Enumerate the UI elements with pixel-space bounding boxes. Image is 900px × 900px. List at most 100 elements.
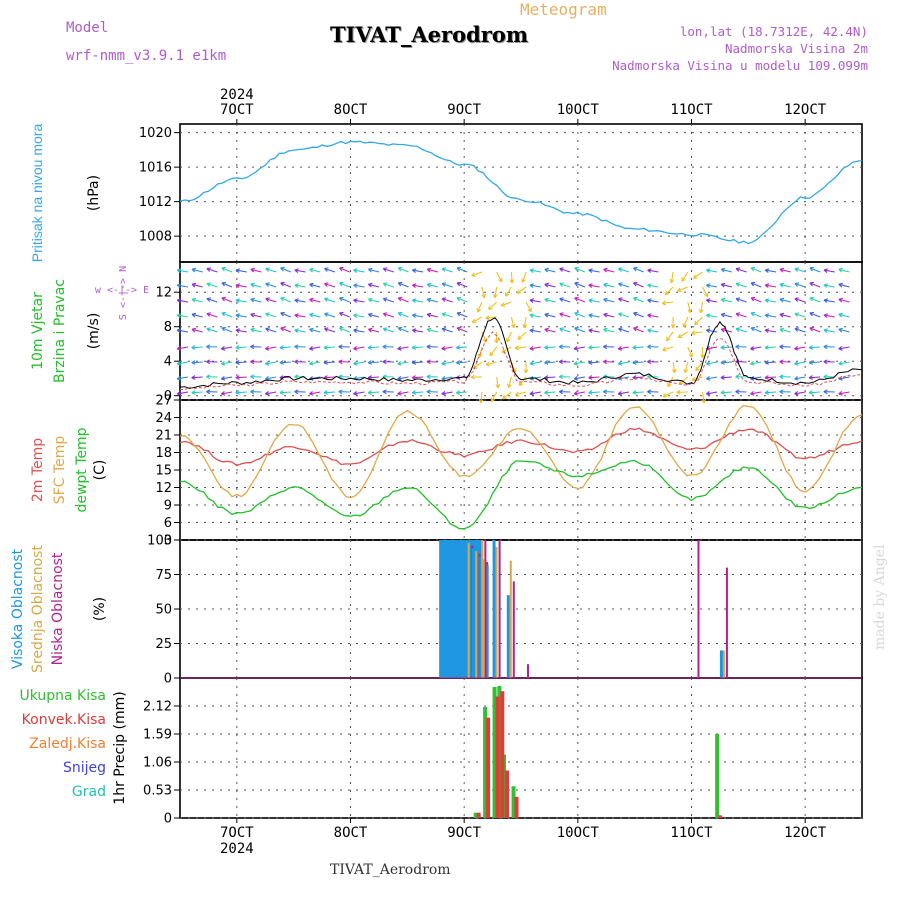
wind-arrow-head (426, 313, 431, 318)
wind-arrow-head (647, 299, 652, 304)
wind-arrow-head (265, 313, 269, 317)
wind-arrow-head (309, 313, 313, 318)
wind-arrow-head (706, 390, 710, 395)
wind-arrow-head (661, 302, 667, 306)
wind-arrow-head (456, 390, 460, 394)
wind-arrow-head (338, 344, 343, 348)
wind-arrow-head (323, 392, 328, 395)
wind-arrow-head (588, 390, 593, 394)
wind-arrow (250, 298, 262, 303)
wind-arrow (294, 299, 306, 303)
wind-arrow (504, 286, 512, 297)
wind-arrow-head (471, 272, 475, 277)
cloud-bar-high-block (449, 540, 453, 678)
wind-arrow-head (507, 383, 510, 388)
wind-arrow-head (558, 376, 563, 380)
wind-arrow (588, 314, 600, 318)
wind-arrow (383, 313, 394, 318)
wind-arrow (632, 346, 644, 349)
wind-arrow-head (529, 329, 534, 334)
wind-arrow (838, 268, 850, 273)
wind-arrow-head (501, 348, 505, 353)
ytick-label-clouds: 100 (147, 534, 172, 549)
wind-arrow-head (250, 344, 255, 348)
wind-arrow-head (794, 312, 799, 315)
panel-frame-clouds (179, 539, 863, 679)
wind-arrow-head (489, 351, 492, 356)
wind-arrow-head (368, 267, 373, 270)
bottom-day-label: 7OCT (220, 825, 254, 841)
wind-arrow-head (721, 327, 726, 330)
wind-arrow-head (676, 389, 681, 393)
wind-arrow-head (456, 282, 461, 287)
wind-arrow-head (588, 375, 593, 379)
panel-frame-precip (179, 677, 863, 819)
wind-arrow (823, 284, 835, 288)
wind-arrow (221, 297, 233, 303)
precip-bar-0 (492, 686, 497, 818)
wind-arrow (294, 269, 306, 273)
wind-arrow-head (220, 345, 225, 350)
wind-arrow (823, 269, 835, 273)
wind-arrow-head (721, 312, 726, 315)
wind-arrow-head (309, 375, 313, 380)
model-altitude-info: Nadmorska Visina u modelu 109.099m (612, 58, 868, 73)
wind-arrow-head (250, 391, 255, 395)
wind-arrow-head (411, 360, 416, 364)
wind-arrow-head (426, 361, 431, 365)
precip-bar-1 (486, 717, 491, 818)
wind-arrow-head (265, 390, 269, 395)
wind-arrow (529, 284, 541, 288)
wind-arrow-head (456, 345, 460, 349)
wind-arrow (490, 391, 498, 402)
wind-arrow-head (809, 312, 813, 317)
wind-arrow-head (588, 362, 593, 365)
wind-arrow-head (427, 327, 432, 330)
wind-arrow (398, 282, 409, 288)
wind-arrow-head (544, 345, 549, 349)
wind-arrow (523, 316, 527, 328)
wind-arrow (765, 314, 777, 318)
wind-arrow (779, 328, 791, 333)
wind-arrow-head (397, 348, 402, 351)
pressure-line (179, 140, 863, 245)
cloud-bar-2 (484, 540, 487, 678)
wind-arrow (588, 284, 600, 288)
wind-arrow-head (353, 269, 358, 274)
wind-arrow (235, 329, 247, 333)
wind-arrow (496, 271, 503, 283)
wind-arrow-head (633, 297, 637, 302)
wind-arrow (618, 361, 630, 365)
wind-arrow-head (250, 374, 255, 378)
wind-arrow (721, 283, 733, 288)
wind-arrow-head (442, 297, 447, 300)
wind-arrow-head (764, 284, 769, 289)
wind-arrow (559, 283, 571, 288)
wind-arrow-head (412, 284, 416, 289)
wind-arrow-head (794, 297, 799, 300)
ytick-label-temperature: 15 (155, 464, 172, 479)
wind-arrow (353, 284, 365, 288)
wind-arrow-head (206, 327, 211, 330)
wind-arrow-head (671, 369, 676, 374)
wind-arrow-head (573, 378, 579, 381)
wind-arrow-head (519, 383, 524, 387)
wind-arrow (412, 376, 424, 379)
wind-arrow (559, 328, 571, 333)
wind-arrow-head (647, 361, 652, 365)
wind-arrow-head (176, 378, 182, 381)
wind-arrow (632, 376, 644, 379)
wind-arrow-head (588, 298, 593, 301)
wind-arrow (353, 391, 365, 395)
wind-arrow-head (456, 297, 461, 302)
wind-arrow-head (794, 348, 799, 351)
ytick-label-clouds: 0 (164, 672, 172, 687)
wind-arrow-head (324, 312, 329, 315)
wind-arrow-head (559, 268, 563, 272)
wind-arrow-head (632, 390, 637, 394)
wind-arrow-head (647, 314, 652, 319)
wind-arrow-head (698, 308, 702, 314)
wind-arrow-head (764, 299, 769, 304)
wind-arrow-head (588, 345, 593, 349)
cloud-bar-2 (527, 664, 529, 678)
